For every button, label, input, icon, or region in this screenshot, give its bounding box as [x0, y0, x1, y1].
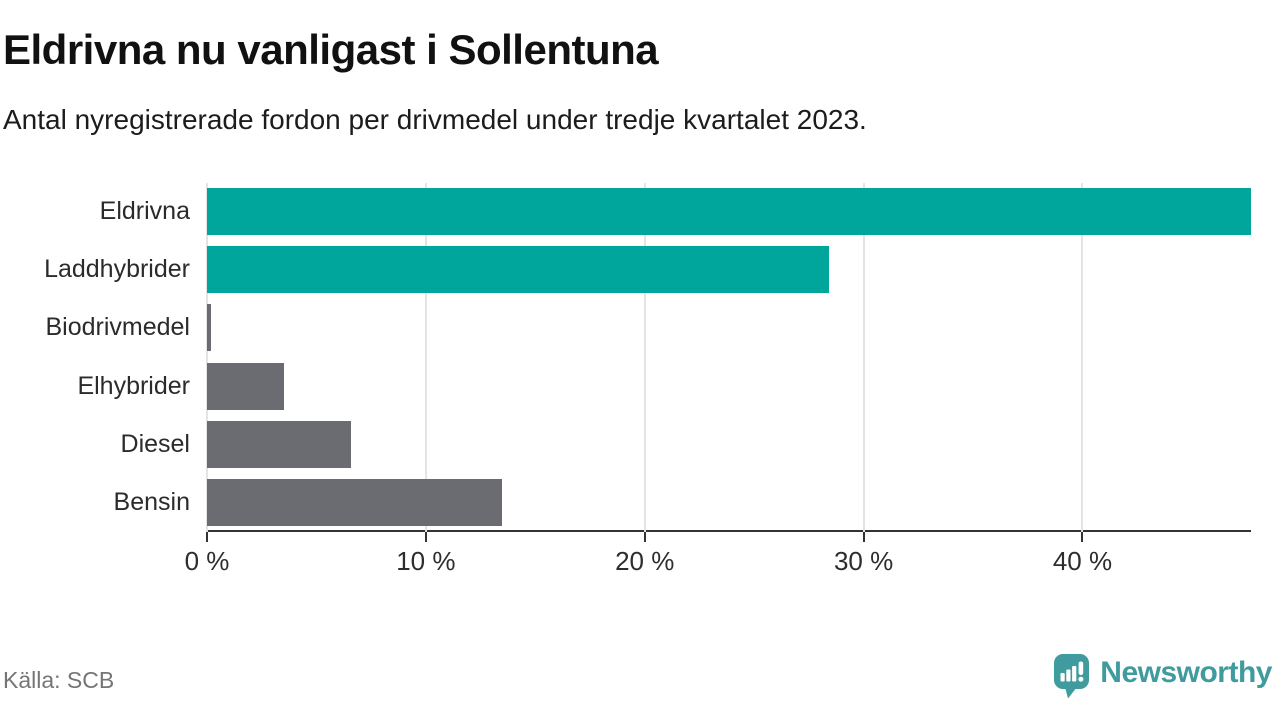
- bar-row: Diesel: [121, 420, 1251, 468]
- gridline: [424, 183, 427, 532]
- gridline: [643, 183, 646, 532]
- gridline: [206, 183, 208, 532]
- gridline: [862, 183, 865, 532]
- category-label: Elhybrider: [77, 371, 190, 400]
- bar: [207, 420, 352, 468]
- category-label: Diesel: [120, 429, 190, 458]
- newsworthy-logo-text: Newsworthy: [1100, 656, 1272, 689]
- plot-area: 0 % 10 % 20 % 30 % 40 % Eldrivna Laddhybrider B…: [44, 183, 1251, 576]
- x-axis-tick-label: 40 %: [1052, 546, 1113, 576]
- bar: [207, 188, 1251, 235]
- x-axis-tick: [1081, 532, 1084, 542]
- x-axis-tick: [862, 532, 865, 542]
- newsworthy-logo-icon: [1053, 653, 1090, 699]
- category-label: Laddhybrider: [44, 255, 190, 284]
- x-axis-tick-label: 0 %: [184, 546, 230, 576]
- x-axis-tick-label: 20 %: [615, 546, 675, 576]
- bar-row: Bensin: [114, 478, 1251, 526]
- newsworthy-logo: Newsworthy: [1053, 651, 1272, 701]
- bar-row: Elhybrider: [77, 362, 1251, 410]
- category-label: Bensin: [113, 487, 190, 516]
- bar-row: Biodrivmedel: [45, 304, 1251, 352]
- bar: [207, 304, 212, 352]
- bar: [207, 478, 503, 526]
- source-label: Källa: SCB: [3, 667, 115, 693]
- x-axis-tick: [643, 532, 646, 542]
- x-axis-tick: [424, 532, 427, 542]
- page-subtitle: Antal nyregistrerade fordon per drivmede…: [3, 104, 867, 135]
- bar-row: Laddhybrider: [44, 246, 1251, 294]
- bar-row: Eldrivna: [100, 188, 1251, 235]
- bar: [207, 246, 829, 294]
- x-axis-tick-label: 30 %: [833, 546, 894, 576]
- x-axis-tick-label: 10 %: [396, 546, 456, 576]
- bar: [207, 362, 284, 410]
- gridline: [1081, 183, 1084, 532]
- x-axis-tick: [206, 532, 208, 542]
- category-label: Eldrivna: [99, 197, 190, 225]
- page-title: Eldrivna nu vanligast i Sollentuna: [3, 26, 659, 73]
- category-label: Biodrivmedel: [45, 313, 190, 342]
